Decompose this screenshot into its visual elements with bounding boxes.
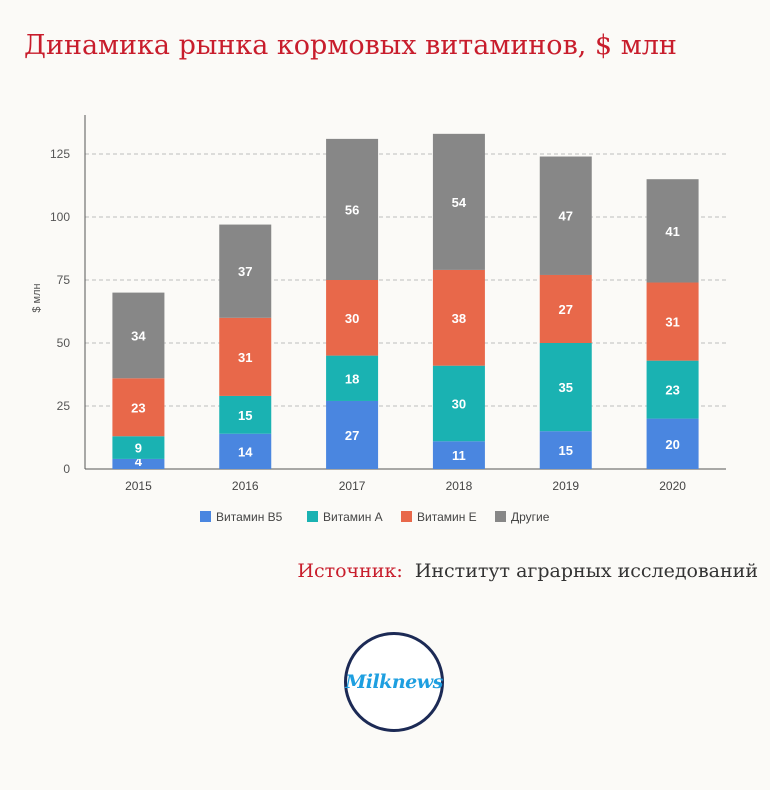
- bar-segment: [539, 274, 592, 343]
- x-tick-label: 2015: [125, 479, 152, 493]
- data-label: 23: [665, 383, 679, 398]
- bar-segment: [646, 418, 699, 469]
- bar-segment: [219, 317, 272, 396]
- y-tick-label: 100: [50, 210, 70, 224]
- bar-segment: [326, 280, 379, 356]
- bar-segment: [219, 224, 272, 318]
- x-tick-label: 2017: [339, 479, 366, 493]
- data-label: 9: [135, 441, 142, 456]
- legend-label: Другие: [511, 510, 550, 524]
- y-tick-label: 25: [57, 399, 71, 413]
- y-tick-label: 125: [50, 147, 70, 161]
- legend-label: Витамин A: [323, 510, 383, 524]
- data-label: 34: [131, 328, 146, 343]
- data-label: 15: [238, 408, 252, 423]
- data-label: 37: [238, 264, 252, 279]
- legend-swatch: [401, 511, 412, 522]
- legend-label: Витамин E: [417, 510, 477, 524]
- data-label: 11: [452, 448, 466, 463]
- data-label: 47: [559, 209, 573, 224]
- data-label: 20: [665, 437, 679, 452]
- x-tick-label: 2020: [659, 479, 686, 493]
- data-label: 23: [131, 400, 145, 415]
- legend-swatch: [495, 511, 506, 522]
- source-line: Источник: Институт аграрных исследований: [297, 560, 758, 582]
- data-label: 30: [452, 396, 466, 411]
- bar-segment: [219, 433, 272, 469]
- bar-segment: [219, 395, 272, 434]
- y-tick-label: 0: [63, 462, 70, 476]
- data-label: 15: [559, 443, 573, 458]
- bar-segment: [432, 441, 485, 469]
- data-label: 38: [452, 311, 466, 326]
- data-label: 31: [665, 315, 679, 330]
- data-label: 56: [345, 202, 359, 217]
- milknews-logo: Milknews: [344, 632, 444, 732]
- y-tick-label: 75: [57, 273, 71, 287]
- bar-segment: [432, 365, 485, 442]
- bar-segment: [432, 269, 485, 366]
- legend-swatch: [307, 511, 318, 522]
- y-tick-label: 50: [57, 336, 71, 350]
- bar-segment: [326, 400, 379, 469]
- bar-segment: [539, 156, 592, 275]
- data-label: 41: [665, 224, 679, 239]
- data-label: 35: [559, 380, 573, 395]
- x-tick-label: 2018: [446, 479, 473, 493]
- bar-segment: [112, 292, 165, 379]
- data-label: 18: [345, 371, 359, 386]
- data-label: 27: [345, 428, 359, 443]
- bar-segment: [539, 343, 592, 432]
- x-tick-label: 2016: [232, 479, 259, 493]
- bar-segment: [326, 355, 379, 401]
- data-label: 54: [452, 195, 467, 210]
- data-label: 30: [345, 311, 359, 326]
- bar-segment: [112, 436, 165, 459]
- source-label: Источник:: [297, 560, 403, 582]
- bar-segment: [646, 360, 699, 419]
- data-label: 14: [238, 444, 253, 459]
- data-label: 31: [238, 350, 252, 365]
- source-value: Институт аграрных исследований: [414, 560, 758, 582]
- bar-segment: [112, 378, 165, 437]
- legend-swatch: [200, 511, 211, 522]
- bar-segment: [646, 282, 699, 361]
- logo-text: Milknews: [345, 671, 443, 693]
- data-label: 27: [559, 302, 573, 317]
- chart-title: Динамика рынка кормовых витаминов, $ млн: [24, 30, 677, 61]
- bar-segment: [326, 138, 379, 280]
- data-label: 4: [135, 454, 143, 469]
- bar-segment: [112, 458, 165, 469]
- bar-segment: [646, 179, 699, 283]
- bar-segment: [432, 133, 485, 270]
- bar-segment: [539, 431, 592, 469]
- x-tick-label: 2019: [552, 479, 579, 493]
- legend-label: Витамин B5: [216, 510, 283, 524]
- y-axis-label: $ млн: [31, 283, 43, 312]
